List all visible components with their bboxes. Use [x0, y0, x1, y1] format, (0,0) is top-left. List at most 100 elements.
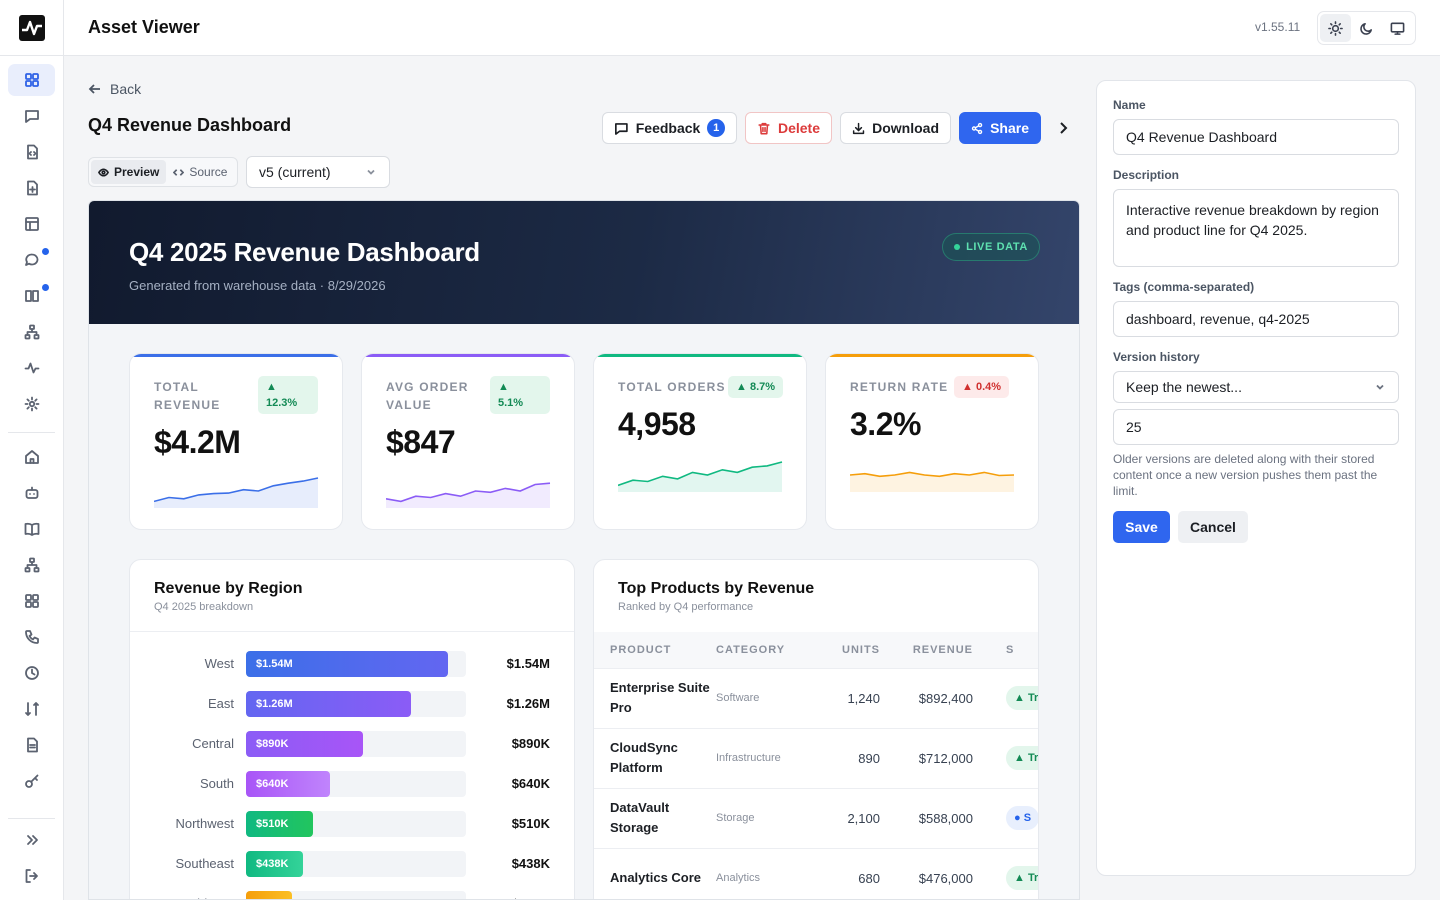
- sparkline-line: [386, 482, 551, 503]
- key-icon[interactable]: [8, 765, 55, 797]
- top-bar: Asset Viewer v1.55.11: [64, 0, 1440, 56]
- region-name: West: [204, 656, 234, 671]
- version-select[interactable]: v5 (current): [246, 156, 390, 188]
- region-bar-track: $438K: [246, 851, 466, 877]
- product-category: Software: [716, 667, 816, 728]
- column-header[interactable]: UNITS: [816, 632, 880, 668]
- phone-icon[interactable]: [8, 621, 55, 653]
- apps-icon[interactable]: [8, 585, 55, 617]
- region-bar: $1.54M: [246, 651, 448, 677]
- tags-field[interactable]: dashboard, revenue, q4-2025: [1113, 301, 1399, 337]
- trash-icon: [758, 122, 770, 135]
- table-row[interactable]: CloudSync Platform Infrastructure 890 $712,…: [594, 727, 1038, 788]
- region-name: East: [207, 696, 234, 711]
- description-field[interactable]: Interactive revenue breakdown by region …: [1113, 189, 1399, 267]
- logout-icon[interactable]: [8, 860, 55, 892]
- app-logo[interactable]: [19, 15, 45, 41]
- messages-icon[interactable]: [8, 100, 55, 132]
- chevron-right-icon: [1060, 122, 1068, 134]
- open-book-icon[interactable]: [8, 513, 55, 545]
- name-field[interactable]: Q4 Revenue Dashboard: [1113, 119, 1399, 155]
- app-title: Asset Viewer: [88, 17, 200, 37]
- version-count-field[interactable]: 25: [1113, 409, 1399, 445]
- kpi-accent-bar: [826, 354, 1038, 357]
- file-add-icon[interactable]: [8, 172, 55, 204]
- top-products-card: Top Products by Revenue Ranked by Q4 per…: [593, 559, 1039, 899]
- region-value: $890K: [511, 736, 550, 751]
- table-row[interactable]: DataVault Storage Storage 2,100 $588,000 ● S: [594, 787, 1038, 848]
- version-policy-select[interactable]: Keep the newest...: [1113, 371, 1399, 403]
- view-toggle: Preview Source: [88, 157, 238, 187]
- table-icon[interactable]: [8, 208, 55, 240]
- delete-button[interactable]: Delete: [745, 112, 832, 144]
- expand-sidebar-icon[interactable]: [8, 824, 55, 856]
- feedback-button[interactable]: Feedback 1: [602, 112, 737, 144]
- region-bar: $890K: [246, 731, 363, 757]
- activity-icon[interactable]: [8, 352, 55, 384]
- home-icon[interactable]: [8, 441, 55, 473]
- kpi-change-badge: ▲ 8.7%: [728, 376, 784, 398]
- product-revenue: $588,000: [880, 787, 973, 848]
- kpi-card: RETURN RATE ▲ 0.4% 3.2%: [825, 353, 1039, 530]
- region-name: Central: [192, 736, 234, 751]
- dashboard-title: Q4 2025 Revenue Dashboard: [129, 237, 480, 267]
- sidebar-divider: [8, 432, 55, 433]
- book-icon[interactable]: [8, 280, 55, 312]
- save-button[interactable]: Save: [1113, 511, 1170, 543]
- settings-icon[interactable]: [8, 388, 55, 420]
- collapse-panel-button[interactable]: [1054, 119, 1072, 137]
- region-bar-row: Southeast $438K $438K: [130, 851, 574, 877]
- table-row[interactable]: Enterprise Suite Pro Software 1,240 $892,40…: [594, 667, 1038, 728]
- network-icon[interactable]: [8, 549, 55, 581]
- dark-theme-button[interactable]: [1351, 14, 1382, 42]
- back-link[interactable]: Back: [88, 81, 141, 97]
- version-select-value: v5 (current): [259, 164, 331, 180]
- kpi-sparkline: [850, 471, 1015, 492]
- products-table-header: PRODUCT CATEGORY UNITS REVENUE S: [594, 632, 1038, 668]
- system-theme-button[interactable]: [1382, 14, 1413, 42]
- chat-icon[interactable]: [8, 244, 55, 276]
- column-header[interactable]: CATEGORY: [716, 632, 816, 668]
- dashboard-icon[interactable]: [8, 64, 55, 96]
- region-name: South: [200, 776, 234, 791]
- region-bar-row: South $640K $640K: [130, 771, 574, 797]
- bot-icon[interactable]: [8, 477, 55, 509]
- product-category: Analytics: [716, 847, 816, 899]
- app-version: v1.55.11: [1255, 20, 1301, 34]
- transfer-icon[interactable]: [8, 693, 55, 725]
- version-help-text: Older versions are deleted along with th…: [1113, 452, 1378, 498]
- sparkline-line: [618, 461, 783, 487]
- download-button[interactable]: Download: [840, 112, 951, 144]
- kpi-change-badge: ▲ 0.4%: [954, 376, 1010, 398]
- document-icon[interactable]: [8, 729, 55, 761]
- kpi-sparkline: [618, 461, 783, 492]
- region-bar: $378K: [246, 891, 292, 899]
- light-theme-button[interactable]: [1320, 14, 1351, 42]
- share-button[interactable]: Share: [959, 112, 1041, 144]
- moon-icon: [1360, 22, 1372, 35]
- download-label: Download: [872, 120, 939, 136]
- live-data-badge: LIVE DATA: [942, 233, 1040, 261]
- kpi-label: TOTAL REVENUE: [154, 380, 221, 412]
- live-dot-icon: [954, 244, 961, 250]
- kpi-sparkline: [386, 482, 551, 508]
- column-header[interactable]: PRODUCT: [594, 632, 716, 668]
- source-tab[interactable]: Source: [166, 160, 234, 184]
- region-bar: $640K: [246, 771, 330, 797]
- region-value: $1.54M: [506, 656, 550, 671]
- hierarchy-icon[interactable]: [8, 316, 55, 348]
- preview-tab[interactable]: Preview: [91, 160, 167, 184]
- column-header[interactable]: REVENUE: [880, 632, 973, 668]
- kpi-label: AVG ORDER VALUE: [386, 380, 469, 412]
- tags-label: Tags (comma-separated): [1113, 280, 1255, 294]
- code-file-icon[interactable]: [8, 136, 55, 168]
- chevron-down-icon: [1376, 384, 1384, 390]
- region-card-subtitle: Q4 2025 breakdown: [154, 601, 254, 613]
- page-title: Q4 Revenue Dashboard: [88, 115, 292, 135]
- message-square-icon: [615, 122, 628, 135]
- cancel-button[interactable]: Cancel: [1178, 511, 1248, 543]
- product-revenue: $892,400: [880, 667, 973, 728]
- column-header[interactable]: S: [973, 632, 1038, 668]
- clock-icon[interactable]: [8, 657, 55, 689]
